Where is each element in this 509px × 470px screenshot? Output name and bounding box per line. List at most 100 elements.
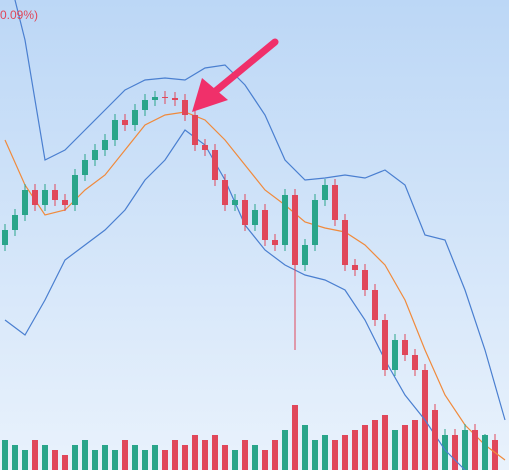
volume-bar [172,440,178,470]
volume-bar [292,405,298,470]
candle-body [242,200,248,225]
candle-body [292,195,298,265]
volume-bar [312,440,318,470]
candle-body [392,340,398,370]
candle-body [12,215,18,230]
candle-body [482,440,488,450]
volume-bar [302,425,308,470]
candle-body [342,220,348,265]
candle-body [462,430,468,445]
volume-bar [462,440,468,470]
candle-body [182,100,188,115]
band-line [14,0,506,421]
candle-body [452,435,458,445]
candle-body [72,175,78,205]
chart-title: 0.09%) [0,8,38,22]
volume-bar [12,445,18,470]
volume-bar [362,425,368,470]
candle-body [412,355,418,370]
candle-body [162,97,168,98]
candle-body [52,190,58,200]
candle-body [102,140,108,150]
volume-bar [32,440,38,470]
band-line [4,129,467,470]
candle-body [172,98,178,100]
candle-body [402,340,408,355]
volume-bar [122,440,128,470]
volume-bar [452,435,458,470]
candle-body [362,270,368,290]
candle-body [442,435,448,440]
volume-bar [352,430,358,470]
candle-body [32,190,38,205]
candle-body [2,230,8,245]
candle-body [272,240,278,245]
candle-body [222,180,228,205]
volume-bar [372,420,378,470]
volume-bar [412,420,418,470]
volume-bar [382,415,388,470]
candle-body [122,120,128,125]
candle-body [332,185,338,220]
volume-bar [432,425,438,470]
volume-bar [422,410,428,470]
candle-body [92,150,98,160]
candle-body [252,210,258,225]
candle-body [492,440,498,445]
band-line [4,111,506,461]
volume-bar [392,430,398,470]
candle-body [142,100,148,110]
volume-bar [252,445,258,470]
volume-bar [132,445,138,470]
arrow-shaft [208,38,279,98]
volume-bar [202,440,208,470]
volume-bar [232,450,238,470]
volume-bar [322,435,328,470]
volume-bar [42,445,48,470]
volume-bar [242,440,248,470]
volume-bar [162,450,168,470]
volume-bar [142,450,148,470]
volume-bar [152,445,158,470]
candle-body [82,160,88,175]
candle-body [432,410,438,440]
volume-bar [82,440,88,470]
candle-body [202,145,208,150]
volume-bar [332,440,338,470]
candle-body [42,190,48,205]
candle-body [262,210,268,240]
volume-bar [72,445,78,470]
volume-bar [492,440,498,470]
volume-bar [112,450,118,470]
volume-bar [272,440,278,470]
volume-bar [342,435,348,470]
volume-bar [62,455,68,470]
volume-bar [2,440,8,470]
candle-body [22,190,28,215]
volume-bar [52,450,58,470]
volume-bar [222,445,228,470]
volume-bar [92,450,98,470]
candle-body [352,265,358,270]
candle-body [192,115,198,145]
candle-body [152,97,158,100]
candle-body [232,200,238,205]
arrow-head [192,78,228,112]
candle-body [302,245,308,265]
candle-body [132,110,138,125]
candle-body [112,120,118,140]
volume-bar [212,435,218,470]
arrow [192,38,279,112]
volume-bar [182,445,188,470]
candle-body [212,150,218,180]
candle-body [382,320,388,370]
volume-bar [102,445,108,470]
candle-body [322,185,328,200]
volume-bar [262,450,268,470]
volume-bar [402,425,408,470]
volume-bar [22,450,28,470]
candle-body [312,200,318,245]
